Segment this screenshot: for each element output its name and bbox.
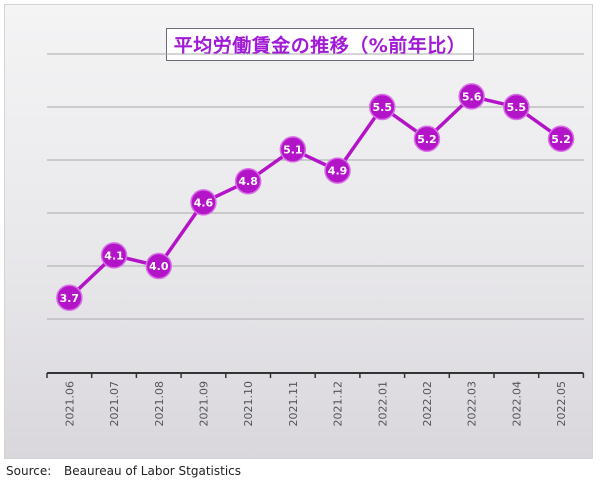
data-point-marker [324,157,351,184]
data-point-marker [547,125,575,153]
data-point-marker [190,189,217,216]
data-label: 4.8 [238,175,258,188]
x-tick-label: 2021.08 [153,381,166,427]
x-tick-label: 2022.04 [510,381,523,427]
x-tick-label: 2021.11 [287,381,300,427]
data-point-marker [56,284,83,312]
data-point-marker [145,252,172,280]
x-tick-label: 2022.01 [376,381,389,427]
x-tick-label: 2022.03 [466,381,479,427]
data-label: 4.9 [328,165,348,178]
data-label: 5.2 [417,133,437,146]
x-tick-label: 2022.05 [555,381,568,427]
data-label: 4.1 [104,249,124,262]
data-point-marker [279,136,307,163]
data-point-marker [413,125,441,153]
data-point-marker [369,93,396,121]
x-tick-label: 2022.02 [421,381,434,427]
data-point-marker [100,242,128,269]
source-note: Source: Beaureau of Labor Stgatistics [6,464,241,478]
source-text: Beaureau of Labor Stgatistics [64,464,241,478]
data-label: 5.5 [507,101,527,114]
x-tick-label: 2021.06 [63,381,76,427]
x-tick-label: 2021.09 [197,381,210,427]
data-label: 5.2 [551,133,571,146]
data-label: 5.5 [373,101,393,114]
x-tick-label: 2021.07 [108,381,121,427]
data-label: 5.1 [283,143,303,156]
chart-title: 平均労働賃金の推移（%前年比） [166,28,474,61]
x-tick-label: 2021.10 [242,381,255,427]
data-label: 3.7 [60,292,80,305]
chart-frame [4,4,593,459]
data-label: 5.6 [462,90,482,103]
data-label: 4.6 [194,196,214,209]
data-label: 4.0 [149,260,169,273]
data-point-marker [458,83,485,110]
x-tick-label: 2021.12 [332,381,345,427]
source-label: Source: [6,464,52,478]
data-point-marker [234,167,262,195]
data-line [68,94,563,300]
data-point-marker [503,93,530,121]
